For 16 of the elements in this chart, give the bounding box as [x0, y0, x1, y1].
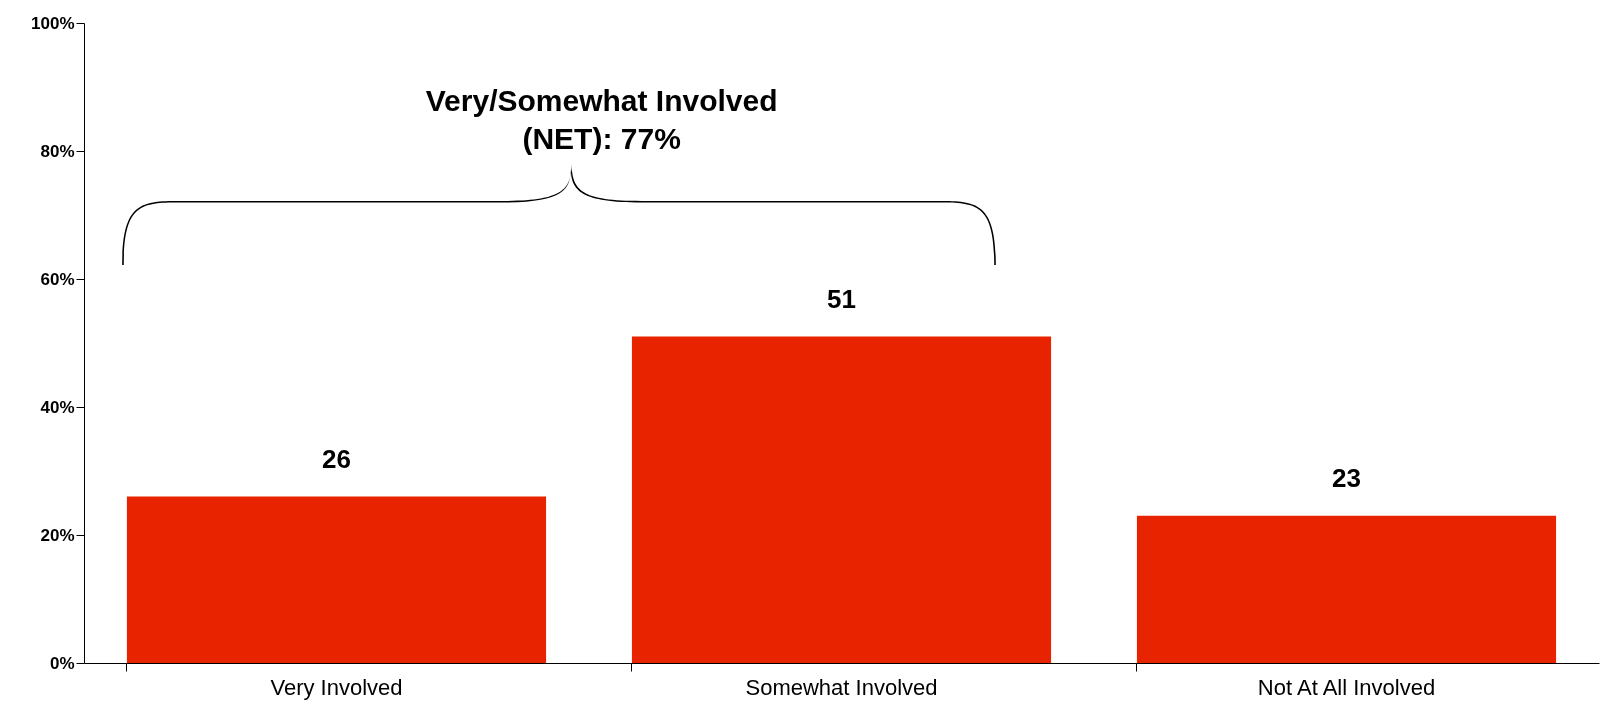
y-tick-label: 40% — [40, 397, 75, 417]
bar — [126, 496, 547, 663]
y-tick-label: 60% — [40, 269, 75, 289]
data-label: 51 — [827, 283, 856, 314]
x-tick-label: Somewhat Involved — [745, 674, 938, 700]
y-tick-label: 80% — [40, 141, 75, 161]
data-label: 26 — [322, 443, 351, 474]
y-tick-label: 20% — [40, 525, 75, 545]
bar — [1136, 515, 1557, 663]
bar — [631, 336, 1052, 663]
y-tick-label: 100% — [31, 13, 75, 33]
annotation: Very/Somewhat Involved (NET): 77% — [425, 84, 778, 155]
y-tick-label: 0% — [49, 653, 75, 673]
x-tick-label: Very Involved — [270, 674, 403, 700]
data-label: 23 — [1332, 462, 1361, 493]
x-tick-label: Not At All Involved — [1257, 674, 1436, 700]
